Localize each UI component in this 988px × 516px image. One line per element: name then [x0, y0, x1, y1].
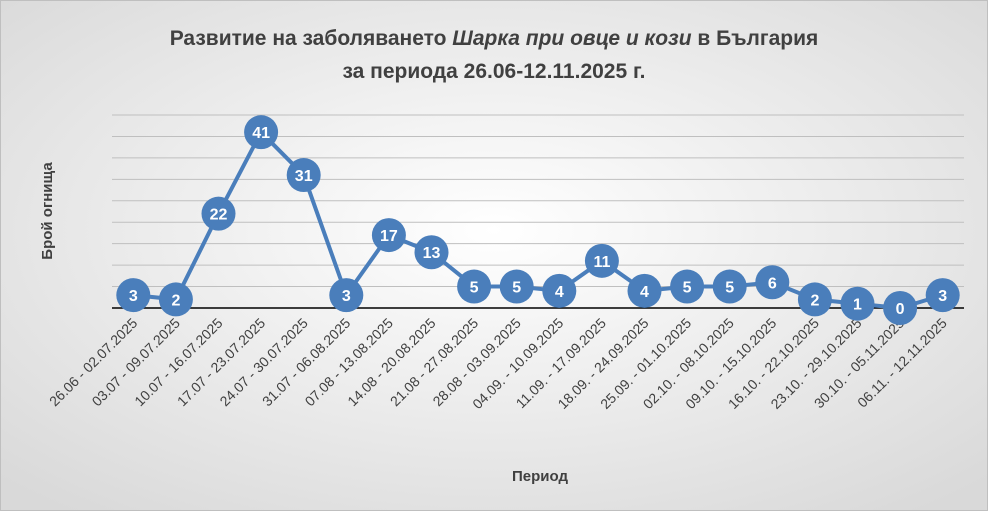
data-label: 0	[896, 301, 905, 318]
data-label: 2	[171, 292, 180, 309]
data-label: 3	[938, 288, 947, 305]
chart-subtitle: за периода 26.06-12.11.2025 г.	[343, 60, 646, 83]
marker	[286, 158, 321, 193]
marker	[797, 282, 832, 317]
marker	[244, 115, 279, 150]
title-part: в България	[692, 27, 819, 50]
y-axis-title: Брой огнища	[39, 162, 56, 260]
data-label: 13	[423, 245, 441, 262]
chart-title: Развитие на заболяването Шарка при овце …	[170, 27, 819, 50]
data-label: 4	[640, 284, 649, 301]
marker	[499, 269, 534, 304]
marker	[201, 196, 236, 231]
marker	[925, 278, 960, 313]
marker	[158, 282, 193, 317]
data-label: 11	[593, 254, 610, 271]
marker	[329, 278, 364, 313]
marker	[670, 269, 705, 304]
marker	[712, 269, 747, 304]
marker	[457, 269, 492, 304]
marker	[116, 278, 151, 313]
data-label: 41	[252, 125, 270, 142]
data-label: 5	[725, 280, 734, 297]
title-part: Развитие на заболяването	[170, 27, 453, 50]
marker	[371, 218, 406, 253]
data-label: 17	[380, 228, 398, 245]
marker	[627, 273, 662, 308]
x-axis-title: Период	[512, 468, 568, 485]
title-part: Шарка при овце и кози	[452, 27, 691, 50]
data-label: 1	[853, 297, 862, 314]
data-label: 4	[555, 284, 564, 301]
data-label: 6	[768, 275, 777, 292]
data-label: 2	[810, 292, 819, 309]
data-label: 5	[512, 280, 521, 297]
marker	[883, 291, 918, 325]
data-label: 22	[210, 207, 228, 224]
data-label: 3	[342, 288, 351, 305]
marker	[755, 265, 790, 300]
marker	[414, 235, 449, 270]
marker	[542, 273, 577, 308]
data-label: 5	[683, 280, 692, 297]
data-label: 3	[129, 288, 138, 305]
marker	[840, 286, 875, 321]
data-label: 5	[470, 280, 479, 297]
marker	[584, 243, 619, 278]
data-label: 31	[295, 168, 313, 185]
